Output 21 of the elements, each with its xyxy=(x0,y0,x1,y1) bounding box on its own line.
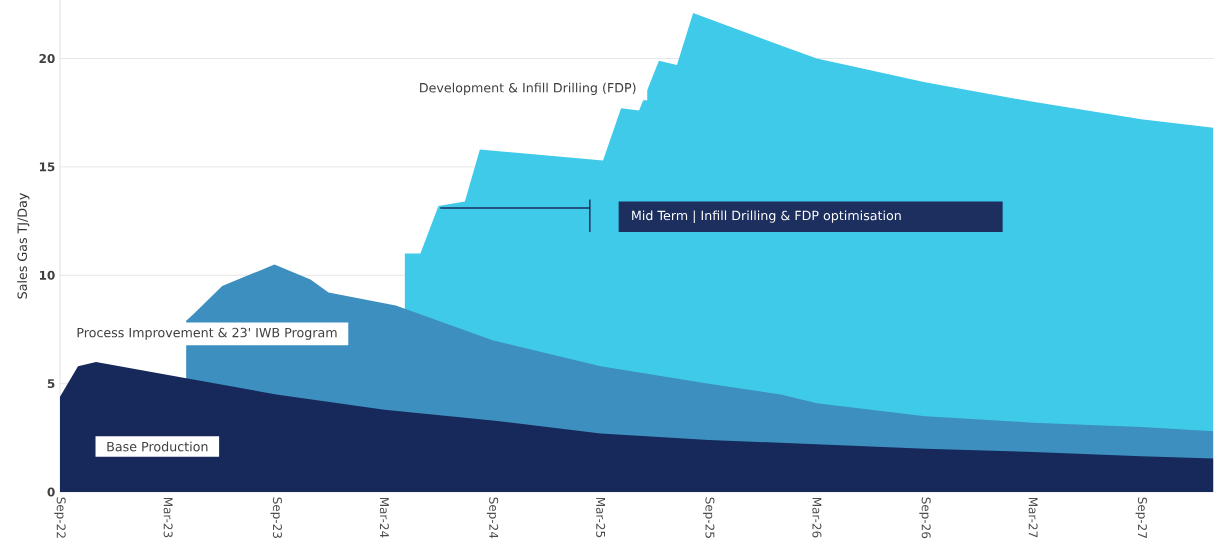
y-tick-label: 15 xyxy=(39,162,55,172)
y-axis-title: Sales Gas TJ/Day xyxy=(17,193,30,299)
series-label: Development & Infill Drilling (FDP) xyxy=(420,82,636,95)
y-tick-label: 5 xyxy=(47,379,55,389)
y-tick-label: 0 xyxy=(47,487,55,497)
x-tick-label: Mar-23 xyxy=(163,497,173,538)
x-tick-label: Mar-24 xyxy=(379,497,389,538)
x-tick-label: Sep-22 xyxy=(54,497,66,538)
x-tick-label: Sep-25 xyxy=(703,497,715,538)
series-label: Process Improvement & 23' IWB Program xyxy=(77,327,337,340)
x-tick-label: Mar-26 xyxy=(812,497,822,538)
x-tick-label: Sep-26 xyxy=(919,497,931,539)
y-tick-label: 10 xyxy=(39,270,55,280)
x-tick-label: Sep-23 xyxy=(270,497,282,538)
y-tick-label: 20 xyxy=(39,53,55,64)
annotation: Mid Term | Infill Drilling & FDP optimisation xyxy=(632,210,901,224)
x-tick-label: Sep-27 xyxy=(1135,497,1147,538)
series-label: Base Production xyxy=(107,441,208,452)
x-tick-label: Mar-25 xyxy=(596,497,606,538)
x-tick-label: Sep-24 xyxy=(486,497,499,539)
x-tick-label: Mar-27 xyxy=(1028,497,1038,538)
